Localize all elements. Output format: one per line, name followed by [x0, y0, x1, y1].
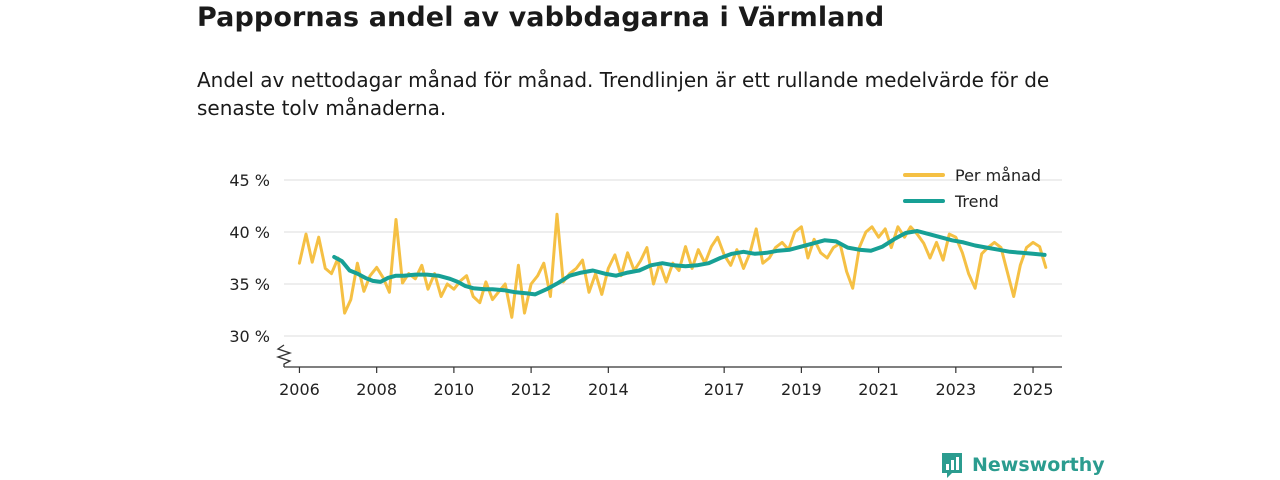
legend-label-trend: Trend: [954, 192, 999, 211]
y-axis-labels: 30 % 35 % 40 % 45 %: [229, 171, 270, 346]
chart-subtitle: Andel av nettodagar månad för månad. Tre…: [197, 68, 1050, 120]
y-tick-label: 30 %: [229, 327, 270, 346]
x-tick-label: 2019: [781, 380, 822, 399]
x-tick-label: 2021: [858, 380, 899, 399]
x-tick-label: 2010: [434, 380, 475, 399]
grid-lines: [284, 179, 1062, 337]
x-tick-label: 2012: [511, 380, 552, 399]
chart-title: Pappornas andel av vabbdagarna i Värmlan…: [197, 2, 885, 33]
axis-break-icon: [275, 344, 293, 367]
legend-label-per-manad: Per månad: [955, 166, 1041, 185]
x-tick-label: 2017: [704, 380, 745, 399]
x-tick-label: 2014: [588, 380, 629, 399]
y-tick-label: 35 %: [229, 275, 270, 294]
brand-name: Newsworthy: [972, 454, 1105, 476]
x-tick-label: 2023: [935, 380, 976, 399]
bar-chart-speech-icon: [942, 453, 962, 478]
legend: Per månad Trend: [903, 166, 1041, 211]
x-axis: 2006 2008 2010 2012 2014 2017 2019 2021 2023 2025: [275, 344, 1062, 399]
brand-logo: Newsworthy: [940, 450, 1105, 480]
x-tick-label: 2006: [279, 380, 320, 399]
series-line-trend: [332, 229, 1047, 297]
y-tick-label: 45 %: [229, 171, 270, 190]
x-tick-label: 2025: [1013, 380, 1054, 399]
y-tick-label: 40 %: [229, 223, 270, 242]
x-tick-label: 2008: [356, 380, 397, 399]
series-layer: [297, 212, 1048, 319]
